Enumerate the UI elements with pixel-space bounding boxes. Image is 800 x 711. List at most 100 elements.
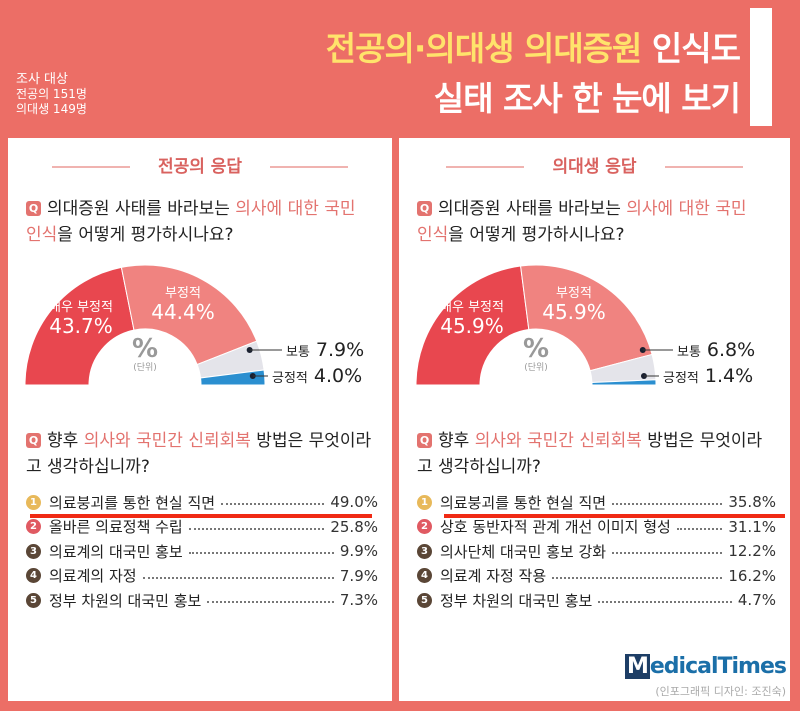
question-1: Q 의대증원 사태를 바라보는 의사에 대한 국민 인식을 어떻게 평가하시나요? <box>417 196 777 248</box>
q1-highlight: 의사에 대한 국민 <box>235 199 356 219</box>
rank-badge: 4 <box>26 568 41 584</box>
value-neutral: 6.8% <box>706 339 756 361</box>
arc-very-negative <box>24 266 135 386</box>
q2-text2: 방법은 무엇이라고 생각하십니까? <box>26 431 372 477</box>
rank-label: 정부 차원의 대국민 홍보 <box>440 591 593 610</box>
unit-indicator: % (단위) <box>511 336 561 374</box>
ranking-item: 3 의료계의 대국민 홍보 9.9% <box>26 539 378 564</box>
rank-badge: 3 <box>26 543 41 559</box>
value-very-negative: 45.9% <box>440 314 504 338</box>
rank-value: 35.8% <box>728 493 776 512</box>
q1-text: 의대증원 사태를 바라보는 <box>438 199 627 219</box>
title-highlight: 전공의·의대생 의대증원 <box>325 29 643 68</box>
q2-text: 향후 <box>47 431 84 451</box>
value-negative: 44.4% <box>151 300 215 324</box>
header-decoration <box>750 8 772 126</box>
ranking-list: 1 의료붕괴를 통한 현실 직면 35.8% 2 상호 동반자적 관계 개선 이미지 형… <box>417 490 776 613</box>
ranking-item: 4 의료계의 자정 7.9% <box>26 564 378 589</box>
q1-highlight2: 인식 <box>417 225 449 245</box>
value-very-negative: 43.7% <box>49 314 113 338</box>
q-icon: Q <box>26 201 41 216</box>
dot-leader <box>598 601 732 604</box>
rank-label: 의료붕괴를 통한 현실 직면 <box>440 493 607 512</box>
rank-value: 12.2% <box>728 542 776 561</box>
arc-negative <box>520 264 653 372</box>
dot-leader <box>221 503 325 506</box>
dot-leader <box>188 552 334 555</box>
ranking-item: 1 의료붕괴를 통한 현실 직면 49.0% <box>26 490 378 515</box>
logo-m: M <box>624 654 650 679</box>
rank-label: 상호 동반자적 관계 개선 이미지 형성 <box>440 518 671 537</box>
rank-badge: 5 <box>417 592 432 608</box>
ranking-item: 4 의료계 자정 작용 16.2% <box>417 564 776 589</box>
survey-target: 조사 대상 전공의 151명 의대생 149명 <box>16 72 87 117</box>
rank-badge: 1 <box>26 494 41 510</box>
target-residents: 전공의 151명 <box>16 87 87 101</box>
rank-badge: 5 <box>26 592 41 608</box>
rank-badge: 4 <box>417 568 432 584</box>
leader-arc-positive <box>640 373 659 379</box>
rank-value: 9.9% <box>339 542 378 561</box>
q1-highlight2: 인식 <box>26 225 58 245</box>
unit-label: (단위) <box>133 363 157 373</box>
rank-value: 31.1% <box>728 517 776 536</box>
dot-leader <box>612 503 723 506</box>
design-credit: (인포그래픽 디자인: 조진숙) <box>655 685 786 698</box>
rank-value: 7.9% <box>339 566 378 585</box>
rank-value: 25.8% <box>330 517 378 536</box>
q2-text2: 방법은 무엇이라고 생각하십니까? <box>417 431 763 477</box>
arc-positive <box>199 369 266 386</box>
dot-leader <box>207 601 334 604</box>
dot-leader <box>676 527 723 530</box>
question-1: Q 의대증원 사태를 바라보는 의사에 대한 국민 인식을 어떻게 평가하시나요? <box>26 196 386 248</box>
label-negative: 부정적 44.4% <box>143 284 223 322</box>
target-label: 조사 대상 <box>16 72 68 87</box>
title-rest: 인식도 <box>651 29 741 68</box>
half-donut-chart <box>24 264 282 386</box>
q1-text2: 을 어떻게 평가하시나요? <box>448 225 625 245</box>
highlight-underline <box>30 514 372 518</box>
cat-negative: 부정적 <box>165 286 201 301</box>
legend-positive: 긍정적 4.0% <box>272 365 362 387</box>
cat-very-negative: 매우 부정적 <box>440 300 504 315</box>
leader-arc-positive <box>249 373 268 379</box>
rank-badge: 2 <box>417 519 432 535</box>
q2-text: 향후 <box>438 431 475 451</box>
q2-highlight: 의사와 국민간 신뢰회복 <box>83 431 251 451</box>
q2-highlight: 의사와 국민간 신뢰회복 <box>474 431 642 451</box>
unit-symbol: % <box>522 334 550 364</box>
q1-text2: 을 어떻게 평가하시나요? <box>57 225 234 245</box>
dot-leader <box>142 576 334 579</box>
ranking-item: 2 올바른 의료정책 수립 25.8% <box>26 515 378 540</box>
rank-label: 정부 차원의 대국민 홍보 <box>49 591 202 610</box>
half-donut-chart <box>415 264 673 386</box>
cat-positive: 긍정적 <box>663 371 699 386</box>
legend-positive: 긍정적 1.4% <box>663 365 753 387</box>
section-title: 의대생 응답 <box>399 152 790 177</box>
legend-neutral: 보통 7.9% <box>286 339 364 361</box>
leader-arc-neutral <box>639 347 673 353</box>
ranking-item: 3 의사단체 대국민 홍보 강화 12.2% <box>417 539 776 564</box>
leader-arc-neutral <box>246 347 282 353</box>
rank-label: 의사단체 대국민 홍보 강화 <box>440 542 607 561</box>
rank-badge: 3 <box>417 543 432 559</box>
rank-value: 16.2% <box>728 566 776 585</box>
unit-symbol: % <box>131 334 159 364</box>
q-icon: Q <box>417 433 432 448</box>
section-title: 전공의 응답 <box>8 152 392 177</box>
label-very-negative: 매우 부정적 43.7% <box>36 298 126 336</box>
target-students: 의대생 149명 <box>16 102 87 116</box>
logo-text: edicalTimes <box>649 654 787 679</box>
value-positive: 4.0% <box>313 365 363 387</box>
q1-highlight: 의사에 대한 국민 <box>626 199 747 219</box>
dot-leader <box>552 576 723 579</box>
dot-leader <box>188 527 325 530</box>
ranking-item: 2 상호 동반자적 관계 개선 이미지 형성 31.1% <box>417 515 776 540</box>
question-2: Q 향후 의사와 국민간 신뢰회복 방법은 무엇이라고 생각하십니까? <box>417 428 777 480</box>
value-negative: 45.9% <box>542 300 606 324</box>
arc-negative <box>120 264 258 366</box>
arc-very-negative <box>415 265 530 386</box>
rank-label: 의료계의 대국민 홍보 <box>49 542 183 561</box>
cat-neutral: 보통 <box>286 345 310 360</box>
page-title-line1: 전공의·의대생 의대증원 인식도 <box>325 22 741 70</box>
